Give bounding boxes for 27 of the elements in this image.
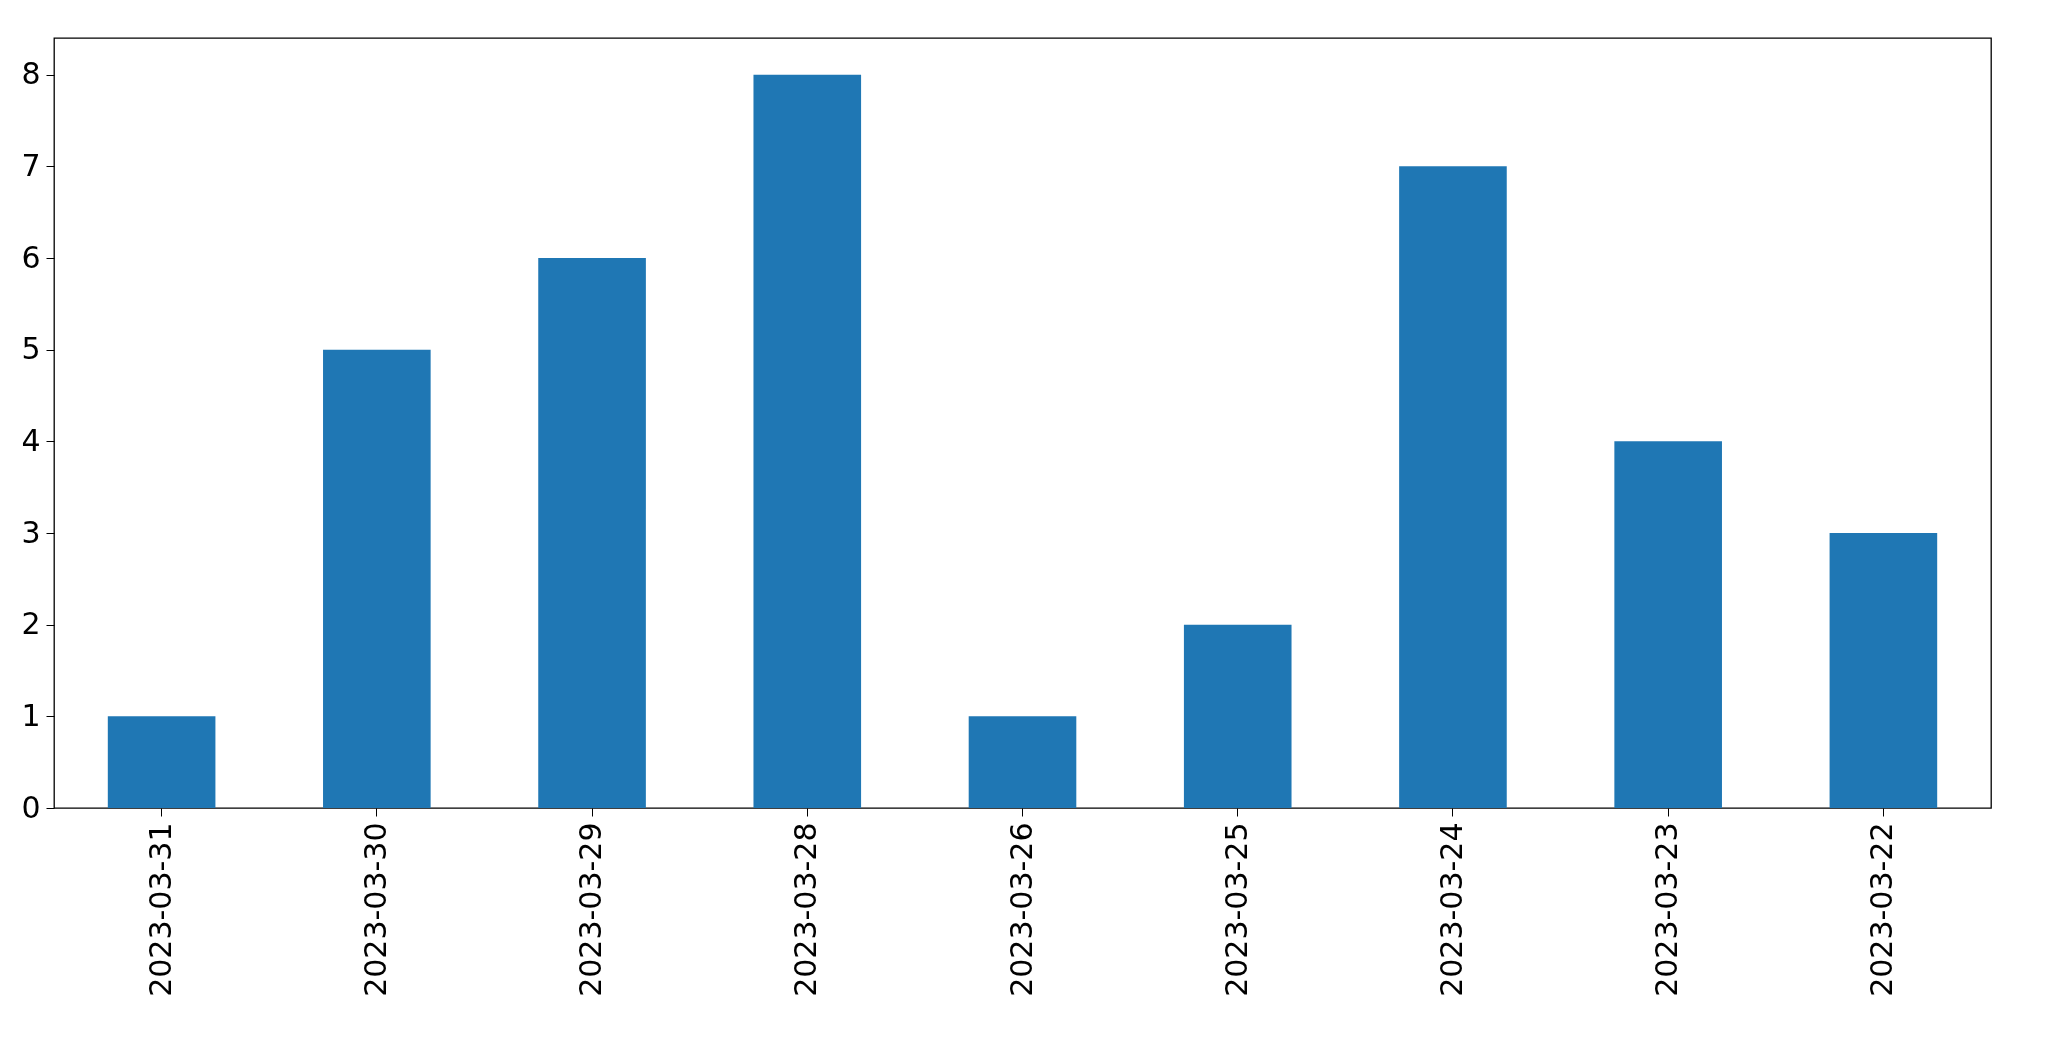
x-tick-label: 2023-03-29	[573, 822, 609, 997]
x-tick-label: 2023-03-31	[142, 822, 178, 997]
y-tick-label: 3	[21, 514, 41, 550]
x-tick-label: 2023-03-23	[1649, 822, 1685, 997]
x-tick-label: 2023-03-24	[1433, 822, 1469, 997]
y-tick-label: 5	[21, 331, 41, 367]
bar	[1829, 533, 1938, 808]
bar	[1183, 624, 1292, 808]
bar	[538, 258, 646, 808]
bar	[1614, 441, 1722, 808]
y-tick-label: 8	[21, 56, 41, 92]
bar	[968, 716, 1077, 808]
x-tick-label: 2023-03-26	[1003, 822, 1039, 997]
bar	[1399, 166, 1507, 808]
x-tick-label: 2023-03-30	[357, 822, 393, 997]
x-tick-label: 2023-03-25	[1218, 822, 1254, 997]
y-tick-label: 7	[21, 147, 41, 183]
bar	[323, 349, 431, 808]
y-tick-label: 4	[21, 422, 41, 458]
y-tick-label: 2	[21, 606, 41, 642]
y-tick-label: 6	[21, 239, 41, 275]
y-tick-label: 1	[21, 697, 41, 733]
y-tick-label: 0	[21, 789, 41, 825]
bar	[107, 716, 216, 808]
x-tick-label: 2023-03-22	[1864, 822, 1900, 997]
x-tick-label: 2023-03-28	[788, 822, 824, 997]
bar	[753, 74, 862, 808]
